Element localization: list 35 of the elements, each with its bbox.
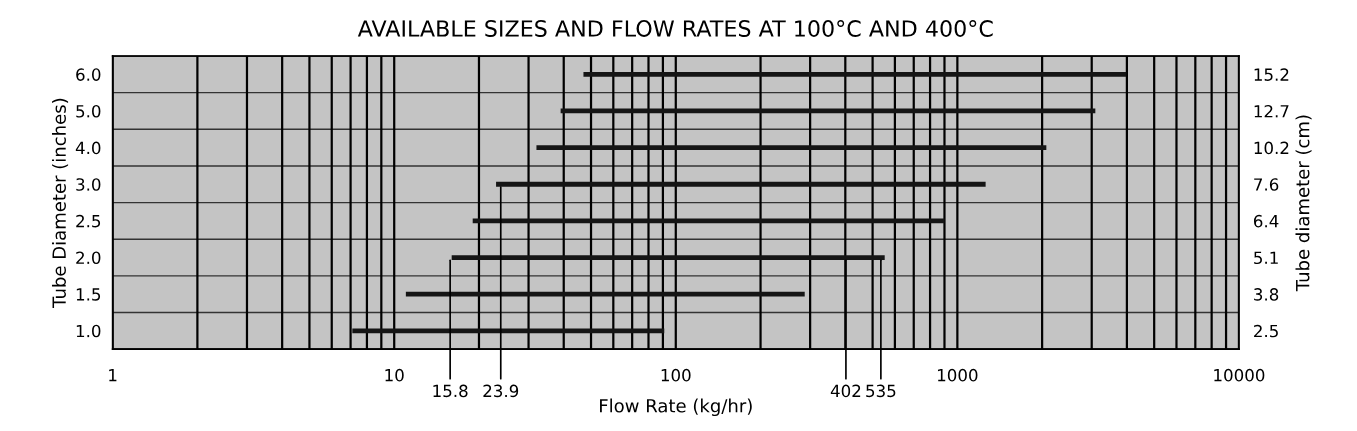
x-tick-label: 1 — [109, 369, 117, 382]
bar — [451, 255, 885, 260]
y-tick-label: 1.0 — [76, 324, 101, 338]
annotation: 23.9 — [483, 384, 519, 398]
y2-tick-label: 12.7 — [1254, 104, 1289, 118]
y-tick-label: 3.0 — [76, 178, 101, 191]
x-axis-title: Flow Rate (kg/hr) — [600, 398, 752, 417]
y2-tick-label: 15.2 — [1254, 68, 1289, 81]
annotation: 15.8 — [433, 384, 468, 398]
bar — [536, 145, 1047, 150]
y2-tick-label: 3.8 — [1254, 288, 1279, 301]
x-tick-label: 10000 — [1214, 368, 1265, 382]
bar — [583, 71, 1127, 77]
bar — [405, 291, 805, 297]
x-tick-label: 1000 — [937, 368, 978, 382]
y2-axis-title: Tube diameter (cm) — [1295, 115, 1312, 292]
annotation: 535 — [866, 384, 896, 398]
y-tick-label: 6.0 — [76, 68, 101, 81]
y-tick-label: 2.0 — [76, 251, 101, 265]
bar — [496, 181, 986, 187]
y2-tick-label: 7.6 — [1254, 178, 1279, 191]
y-tick-label: 1.5 — [76, 288, 101, 301]
y-tick-label: 5.0 — [76, 104, 101, 118]
annotation: 402 — [830, 384, 861, 398]
y-tick-label: 2.5 — [76, 214, 101, 228]
y-tick-label: 4.0 — [75, 141, 101, 155]
y2-tick-label: 6.4 — [1253, 214, 1279, 228]
y2-tick-label: 2.5 — [1254, 324, 1278, 338]
x-tick-label: 10 — [385, 368, 404, 382]
y-axis-title: Tube Diameter (inches) — [51, 98, 69, 308]
y2-tick-label: 10.2 — [1254, 141, 1289, 155]
bar — [352, 328, 665, 334]
chart-title: AVAILABLE SIZES AND FLOW RATES AT 100°C AND 400°C — [357, 20, 993, 37]
x-tick-label: 100 — [661, 368, 691, 382]
y2-tick-label: 5.1 — [1254, 251, 1278, 265]
